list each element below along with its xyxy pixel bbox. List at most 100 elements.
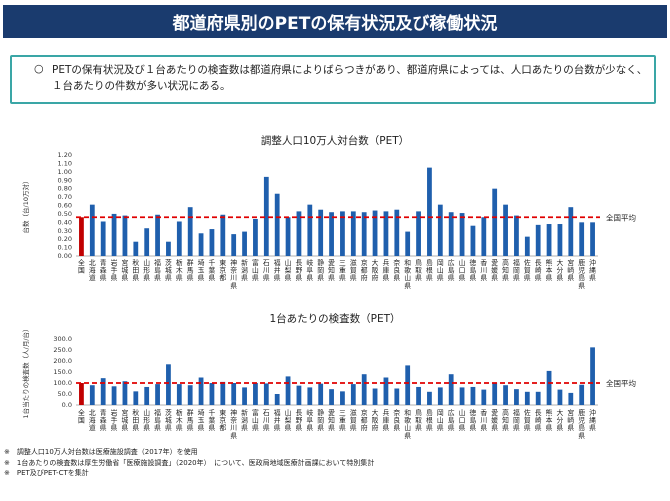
- chart1-bar: [187, 207, 193, 256]
- chart1-bar: [318, 209, 324, 256]
- chart2-category-label: 岩手県: [111, 408, 118, 432]
- chart2-category-label: 熊本県: [546, 408, 553, 432]
- chart1-bar: [557, 224, 563, 256]
- chart2-bar: [198, 377, 204, 405]
- chart2-title: 1台あたりの検査数（PET）: [269, 313, 401, 325]
- chart1-category-label: 山口県: [459, 258, 466, 282]
- chart2-category-label: 栃木県: [176, 408, 183, 432]
- chart1-category-label: 岡山県: [437, 259, 444, 282]
- chart2-category-label: 佐賀県: [524, 408, 531, 432]
- chart2-bar: [155, 384, 160, 405]
- chart1-category-label: 佐賀県: [524, 258, 531, 282]
- chart1-ytick-label: 0.40: [58, 218, 72, 226]
- chart2-category-label: 青森県: [100, 408, 107, 432]
- chart2-bar: [231, 383, 237, 405]
- chart2-bar: [220, 381, 226, 405]
- summary-text: PETの保有状況及び１台あたりの検査数は都道府県によりばらつきがあり、都道府県に…: [52, 64, 648, 92]
- chart2-bar: [524, 391, 530, 405]
- chart2-bar: [187, 385, 193, 405]
- chart2-category-label: 宮城県: [122, 408, 129, 432]
- chart1-ytick-label: 0.30: [58, 227, 72, 235]
- chart2-category-label: 千葉県: [209, 408, 216, 432]
- chart1-bar: [383, 211, 389, 256]
- chart2-category-label: 石川県: [263, 409, 270, 432]
- chart2-bar: [296, 385, 302, 405]
- chart1-bar: [427, 167, 432, 256]
- footnote-2: ※ 1台あたりの検査数は厚生労働省「医療施設調査」（2020年） について、医政…: [4, 458, 375, 467]
- chart2-category-label: 島根県: [426, 408, 433, 432]
- chart2-bar: [166, 364, 171, 405]
- chart2-category-label: 香川県: [480, 408, 487, 432]
- chart2-ytick-label: 50.0: [58, 390, 72, 398]
- chart1-ytick-label: 0.60: [58, 202, 72, 210]
- chart2-bar: [133, 391, 139, 405]
- chart2-bar: [546, 370, 552, 405]
- chart1-bar: [503, 204, 508, 256]
- chart2-category-label: 沖縄県: [589, 408, 596, 432]
- chart2-bar: [405, 365, 411, 405]
- chart1-bar: [198, 233, 204, 256]
- chart2-category-label: 滋賀県: [350, 408, 357, 432]
- chart1-bar: [263, 176, 269, 256]
- chart2-average-label: 全国平均: [606, 378, 636, 388]
- chart1-bar: [437, 204, 443, 256]
- chart2-category-label: 東京都: [219, 408, 226, 432]
- chart2-category-label: 宮崎県: [567, 408, 574, 432]
- chart1-bar: [372, 210, 378, 256]
- chart2-bar: [329, 389, 334, 405]
- chart1-category-label: 熊本県: [546, 258, 553, 282]
- chart1-bar: [296, 211, 302, 256]
- chart2-ylabel: 1台当たりの検査数（人/月/台）: [21, 325, 30, 418]
- chart1-category-label: 富山県: [252, 258, 259, 282]
- chart1-category-label: 新潟県: [241, 258, 248, 282]
- chart2-category-label: 徳島県: [470, 408, 477, 432]
- chart2-category-label: 愛媛県: [491, 408, 498, 432]
- chart2-category-label: 新潟県: [241, 408, 248, 432]
- chart1-bar: [470, 225, 476, 256]
- chart2-category-label: 長崎県: [535, 409, 542, 432]
- chart2-ytick-label: 100.0: [53, 379, 72, 387]
- chart1-bar: [176, 221, 182, 256]
- page-title: 都道府県別のPETの保有状況及び稼働状況: [3, 5, 667, 38]
- chart2-category-label: 北海道: [89, 409, 96, 432]
- chart2-bar: [209, 383, 215, 405]
- chart2-group: 0.0 50.0 100.0 150.0 200.0 250.0 300.0 1台当たりの検査…: [21, 325, 636, 439]
- chart1-ytick-label: 0.20: [58, 235, 72, 243]
- chart1-bar: [579, 222, 585, 256]
- chart1-bar: [166, 241, 171, 256]
- chart1-category-label: 愛媛県: [491, 258, 498, 282]
- chart2-ytick-label: 0.0: [62, 401, 72, 409]
- chart2-category-label: 秋田県: [132, 408, 139, 432]
- chart1-ytick-label: 1.10: [58, 159, 72, 167]
- chart2-bar: [274, 394, 280, 405]
- chart2-bar: [318, 383, 324, 405]
- chart2-bar: [372, 388, 378, 405]
- chart2-ytick-label: 250.0: [53, 346, 72, 354]
- chart2-category-label: 大分県: [557, 408, 564, 432]
- chart2-bar: [514, 389, 519, 405]
- chart1-bar: [329, 212, 334, 256]
- chart2-bar: [111, 386, 117, 405]
- chart2-bar: [144, 386, 150, 405]
- chart1-bar: [524, 236, 530, 256]
- chart1-bar: [350, 211, 356, 256]
- chart1-ytick-label: 0.70: [58, 193, 72, 201]
- chart2-category-label: 三重県: [339, 409, 346, 432]
- chart2-category-label: 富山県: [252, 408, 259, 432]
- chart1-category-label: 山梨県: [285, 258, 292, 282]
- chart2-bar: [481, 389, 487, 405]
- chart1-category-label: 鳥取県: [415, 258, 422, 282]
- chart2-category-label: 長野県: [296, 409, 303, 432]
- chart2-bar: [535, 391, 541, 405]
- chart2-category-label: 埼玉県: [198, 408, 205, 432]
- chart2-category-label: 広島県: [448, 408, 455, 432]
- chart1-category-label: 京都府: [361, 258, 368, 282]
- chart2-bar: [263, 383, 269, 405]
- footnote-3: ※ PET及びPET-CTを集計: [4, 469, 89, 477]
- chart1-category-label: 北海道: [89, 259, 96, 282]
- chart2-category-label: 鹿児島県: [578, 408, 585, 440]
- footnotes: ※ 調整人口10万人対台数は医療施設調査（2017年）を使用 ※ 1台あたりの検…: [4, 447, 374, 479]
- chart1-category-label: 香川県: [480, 258, 487, 282]
- chart1-category-label: 東京都: [219, 258, 226, 282]
- chart2-category-label: 山梨県: [285, 408, 292, 432]
